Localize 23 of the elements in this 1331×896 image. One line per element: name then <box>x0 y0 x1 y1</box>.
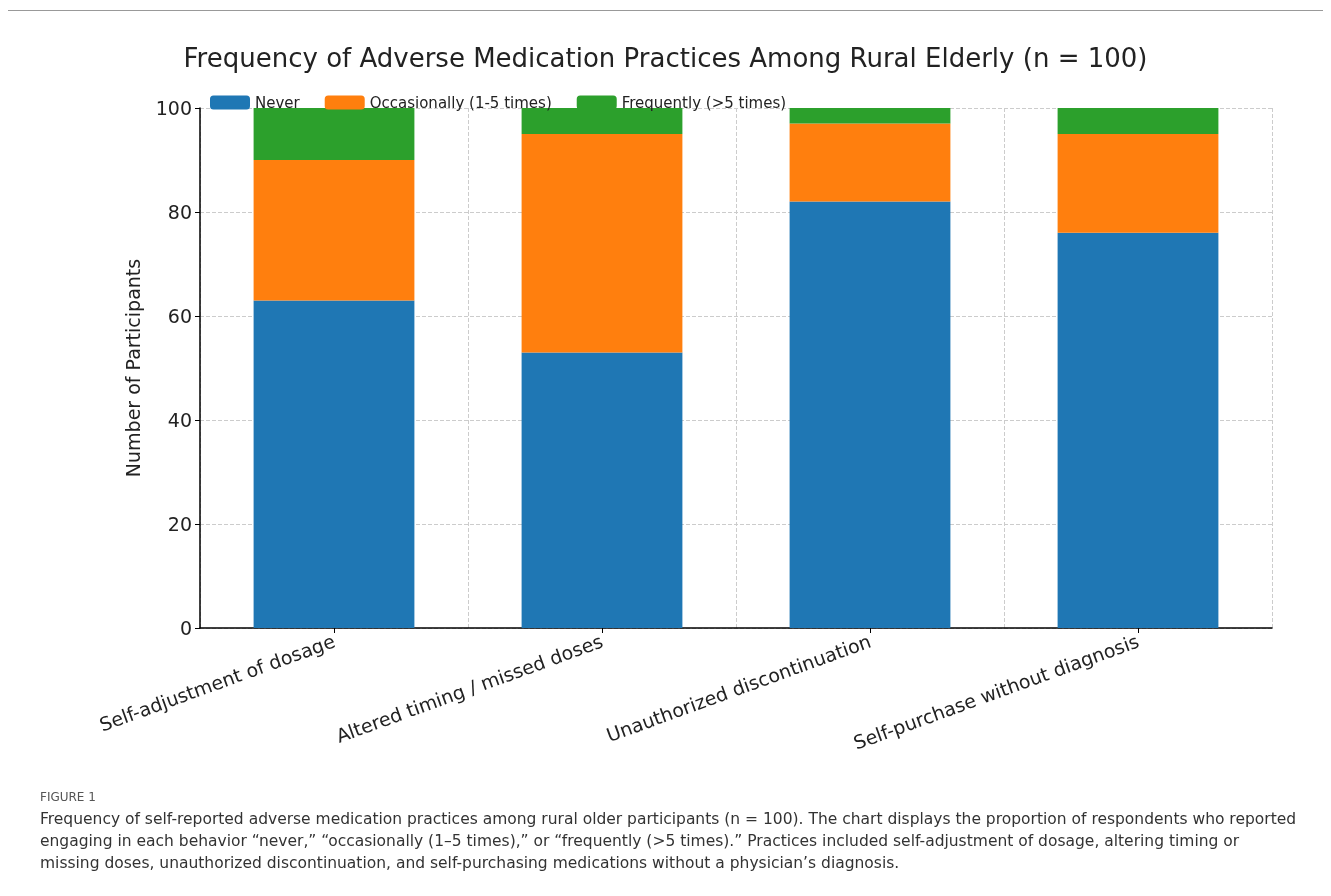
caption: FIGURE 1 <box>40 790 96 804</box>
bar <box>1057 232 1219 628</box>
bar <box>253 160 415 301</box>
y-tick-label: 0 <box>179 617 192 639</box>
legend-label: Never <box>255 93 301 112</box>
chart-title: Frequency of Adverse Medication Practices Among Rural Elderly (n = 100) <box>183 43 1148 73</box>
bar <box>1057 134 1219 233</box>
y-tick-label: 80 <box>167 201 192 223</box>
bar <box>521 134 683 353</box>
y-tick-label: 40 <box>167 409 192 431</box>
bar <box>789 108 951 124</box>
bar <box>253 300 415 628</box>
y-tick-label: 20 <box>167 513 192 535</box>
bar <box>789 201 951 628</box>
text: Frequency of self-reported adverse medication practices among rural older participants (n = 100). The chart displays the proportion of respondents who reported engaging in each behavior “never,” “occasionally (1–5 times),” or “frequently (>5 times).” Practices included self-adjustment of dosage, altering timing or missing doses, unauthorized discontinuation, and self-purchasing medications without a physician’s diagnosis. <box>40 809 1298 874</box>
y-tick-label: 60 <box>167 305 192 327</box>
y-axis-title: Number of Participants <box>121 258 144 478</box>
legend-label: Occasionally (1-5 times) <box>369 93 552 112</box>
bar <box>789 123 951 202</box>
bar <box>1057 108 1219 134</box>
bar <box>521 352 683 628</box>
legend-label: Frequently (>5 times) <box>621 93 787 112</box>
y-tick-label: 100 <box>155 97 192 119</box>
